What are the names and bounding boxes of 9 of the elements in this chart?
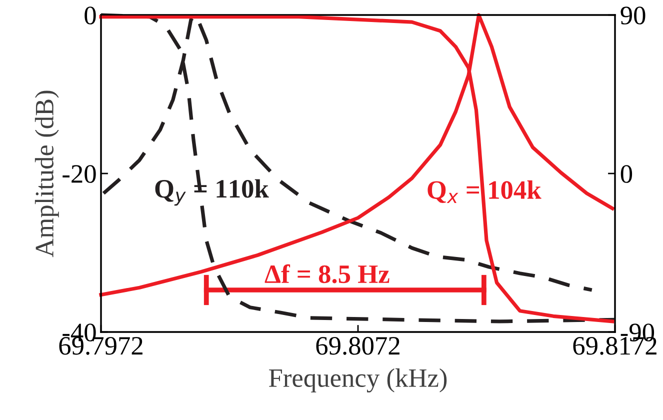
y-tick-label: 0 — [84, 6, 96, 24]
y-axis-title: Amplitude (dB) — [34, 90, 59, 258]
annotation: Δf = 8.5 Hz — [264, 264, 390, 284]
y-tick-label: -20 — [62, 165, 96, 183]
annotation: Q$_{x}$ = 104k — [428, 180, 542, 204]
x-tick-label: 69.8072 — [316, 336, 400, 355]
y2-tick-label: 90 — [620, 6, 646, 24]
x-axis-title: Frequency (kHz) — [269, 368, 447, 392]
y2-tick-label: 0 — [620, 165, 632, 183]
